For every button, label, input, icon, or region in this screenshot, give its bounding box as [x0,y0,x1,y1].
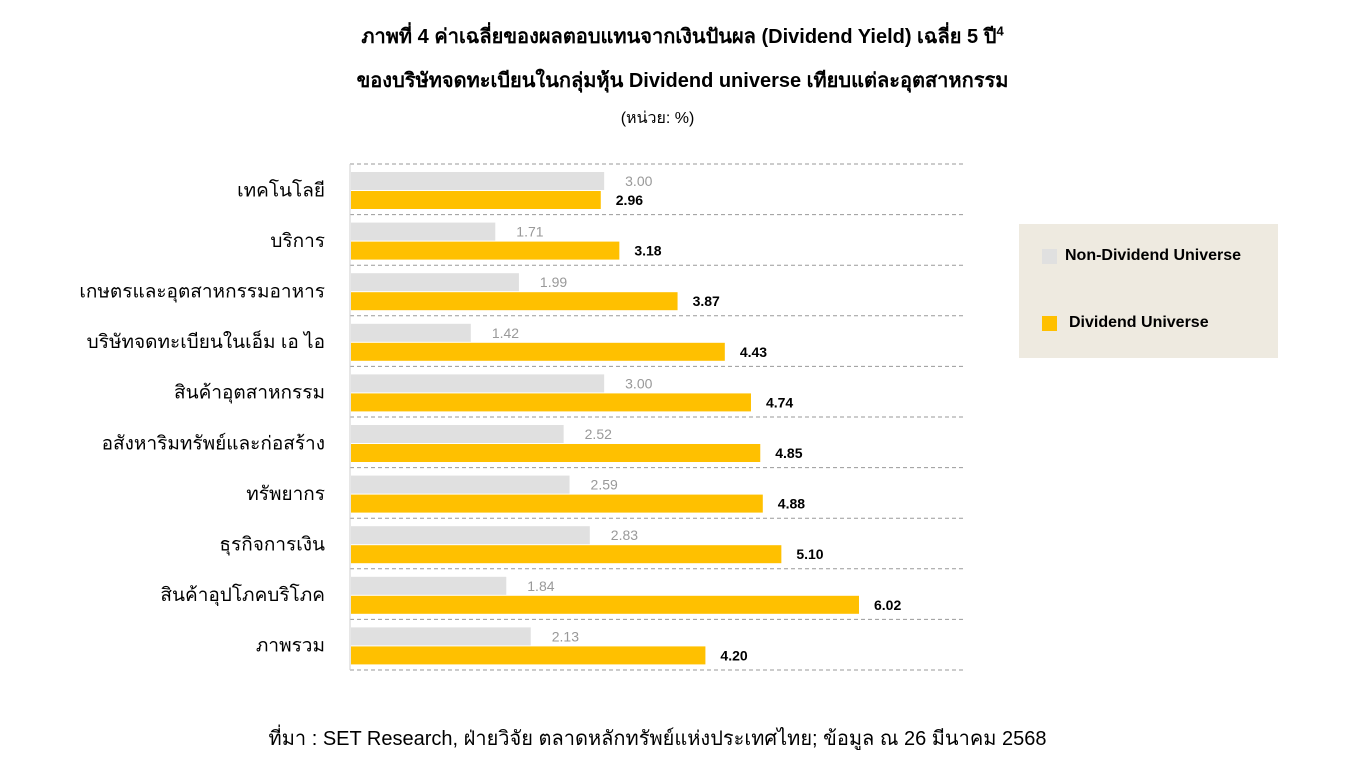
category-label: บริการ [270,231,325,252]
category-label: ภาพรวม [256,636,325,657]
category-label: ทรัพยากร [246,484,325,505]
bar-non-dividend [351,627,531,646]
bar-non-dividend [351,374,605,393]
category-label: บริษัทจดทะเบียนในเอ็ม เอ ไอ [87,329,325,353]
chart-title-line-2: ของบริษัทจดทะเบียนในกลุ่มหุ้น Dividend u… [356,70,1009,92]
bar-non-dividend [351,172,605,190]
data-label-dividend: 3.87 [693,293,720,309]
legend-swatch-dividend [1042,315,1057,331]
data-label-non-dividend: 2.13 [552,628,579,644]
bar-non-dividend [351,425,564,443]
category-label: อสังหาริมทรัพย์และก่อสร้าง [102,432,325,454]
data-label-non-dividend: 2.83 [611,527,638,543]
data-label-non-dividend: 1.99 [540,274,567,290]
data-label-non-dividend: 1.84 [527,578,554,594]
bar-non-dividend [351,526,590,545]
legend-label-dividend: Dividend Universe [1069,314,1209,331]
data-label-dividend: 4.43 [740,344,767,360]
bar-dividend [351,342,725,361]
data-label-non-dividend: 3.00 [625,375,652,391]
bar-dividend [351,545,782,564]
bar-dividend [351,444,761,462]
category-label: สินค้าอุตสาหกรรม [174,383,325,405]
category-label: เกษตรและอุตสาหกรรมอาหาร [79,282,325,304]
bar-non-dividend [351,323,471,342]
bar-dividend [351,393,751,412]
title-text: ภาพที่ 4 ค่าเฉลี่ยของผลตอบแทนจากเงินปันผ… [361,26,997,48]
data-label-non-dividend: 3.00 [625,173,652,189]
bar-dividend [351,292,678,311]
category-label: สินค้าอุปโภคบริโภค [160,583,325,607]
data-label-dividend: 4.85 [775,445,802,461]
data-label-dividend: 5.10 [796,546,823,562]
data-label-non-dividend: 1.71 [516,224,543,240]
footnote-marker: 4 [996,23,1004,39]
bar-non-dividend [351,273,519,292]
legend-item-non-dividend: Non-Dividend Universe [1042,247,1241,265]
bar-dividend [351,646,706,665]
data-label-non-dividend: 2.52 [585,426,612,442]
data-label-non-dividend: 2.59 [591,477,618,493]
data-label-dividend: 4.88 [778,496,805,512]
data-label-dividend: 4.20 [720,647,747,663]
data-label-dividend: 3.18 [634,243,661,259]
data-label-dividend: 4.74 [766,394,793,410]
bar-non-dividend [351,576,507,595]
bar-chart: เทคโนโลยี 3.00 2.96 บริการ 1.71 3.18 เกษตรและอ… [79,163,966,671]
legend-swatch-non-dividend [1042,248,1057,264]
unit-label: (หน่วย: %) [620,110,695,127]
category-label: ธุรกิจการเงิน [219,535,325,557]
legend: Non-Dividend Universe Dividend Universe [1019,224,1278,358]
bar-dividend [351,595,859,614]
bar-dividend [351,241,620,260]
source-note: ที่มา : SET Research, ฝ่ายวิจัย ตลาดหลัก… [268,728,1047,750]
bar-non-dividend [351,222,496,241]
data-label-dividend: 6.02 [874,597,901,613]
legend-item-dividend: Dividend Universe [1042,314,1209,332]
data-label-non-dividend: 1.42 [492,325,519,341]
bar-dividend [351,494,763,513]
legend-label-non-dividend: Non-Dividend Universe [1065,247,1242,264]
chart-title-line-1: ภาพที่ 4 ค่าเฉลี่ยของผลตอบแทนจากเงินปันผ… [0,20,1365,52]
bar-dividend [351,191,601,209]
data-label-dividend: 2.96 [616,192,643,208]
category-label: เทคโนโลยี [237,178,325,201]
bar-non-dividend [351,475,570,494]
